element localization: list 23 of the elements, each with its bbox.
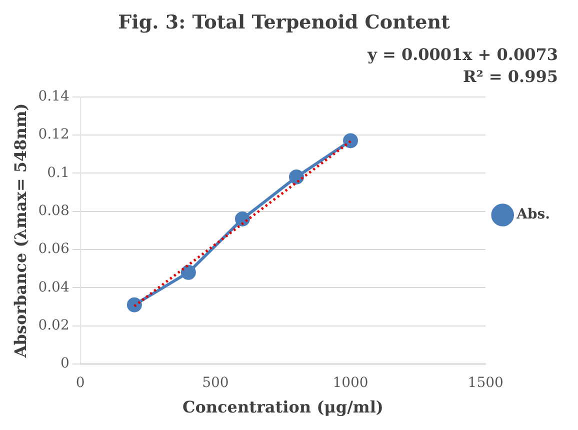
- y-tick-label: 0.12: [38, 126, 70, 143]
- point: [343, 133, 358, 148]
- text: y = 0.0001x + 0.0073: [368, 44, 558, 66]
- y-tick-label: 0.06: [38, 241, 70, 258]
- point: [234, 211, 250, 226]
- x-tick-label: 1000: [332, 375, 368, 392]
- text: R² = 0.995: [462, 66, 558, 88]
- y-axis-title: Absorbance (λmax= 548nm): [10, 103, 30, 359]
- x-tick-label: 0: [76, 375, 85, 392]
- y-tick-label: 0.04: [38, 279, 70, 296]
- y-tick-label: 0.14: [38, 88, 70, 104]
- y-tick-label: 0.1: [47, 164, 70, 181]
- chart-title: Fig. 3: Total Terpenoid Content: [118, 11, 450, 34]
- y-tick-label: 0.08: [38, 202, 70, 219]
- point: [180, 264, 196, 280]
- y-tick-label: 0: [60, 356, 70, 372]
- x-tick-label: 1500: [468, 375, 504, 392]
- point: [288, 169, 304, 184]
- x-axis-title: Concentration (μg/ml): [182, 398, 384, 417]
- x-tick-label: 500: [202, 375, 229, 392]
- point: [126, 297, 142, 312]
- y-tick-label: 0.02: [38, 317, 70, 334]
- legend-label: Abs.: [516, 206, 550, 223]
